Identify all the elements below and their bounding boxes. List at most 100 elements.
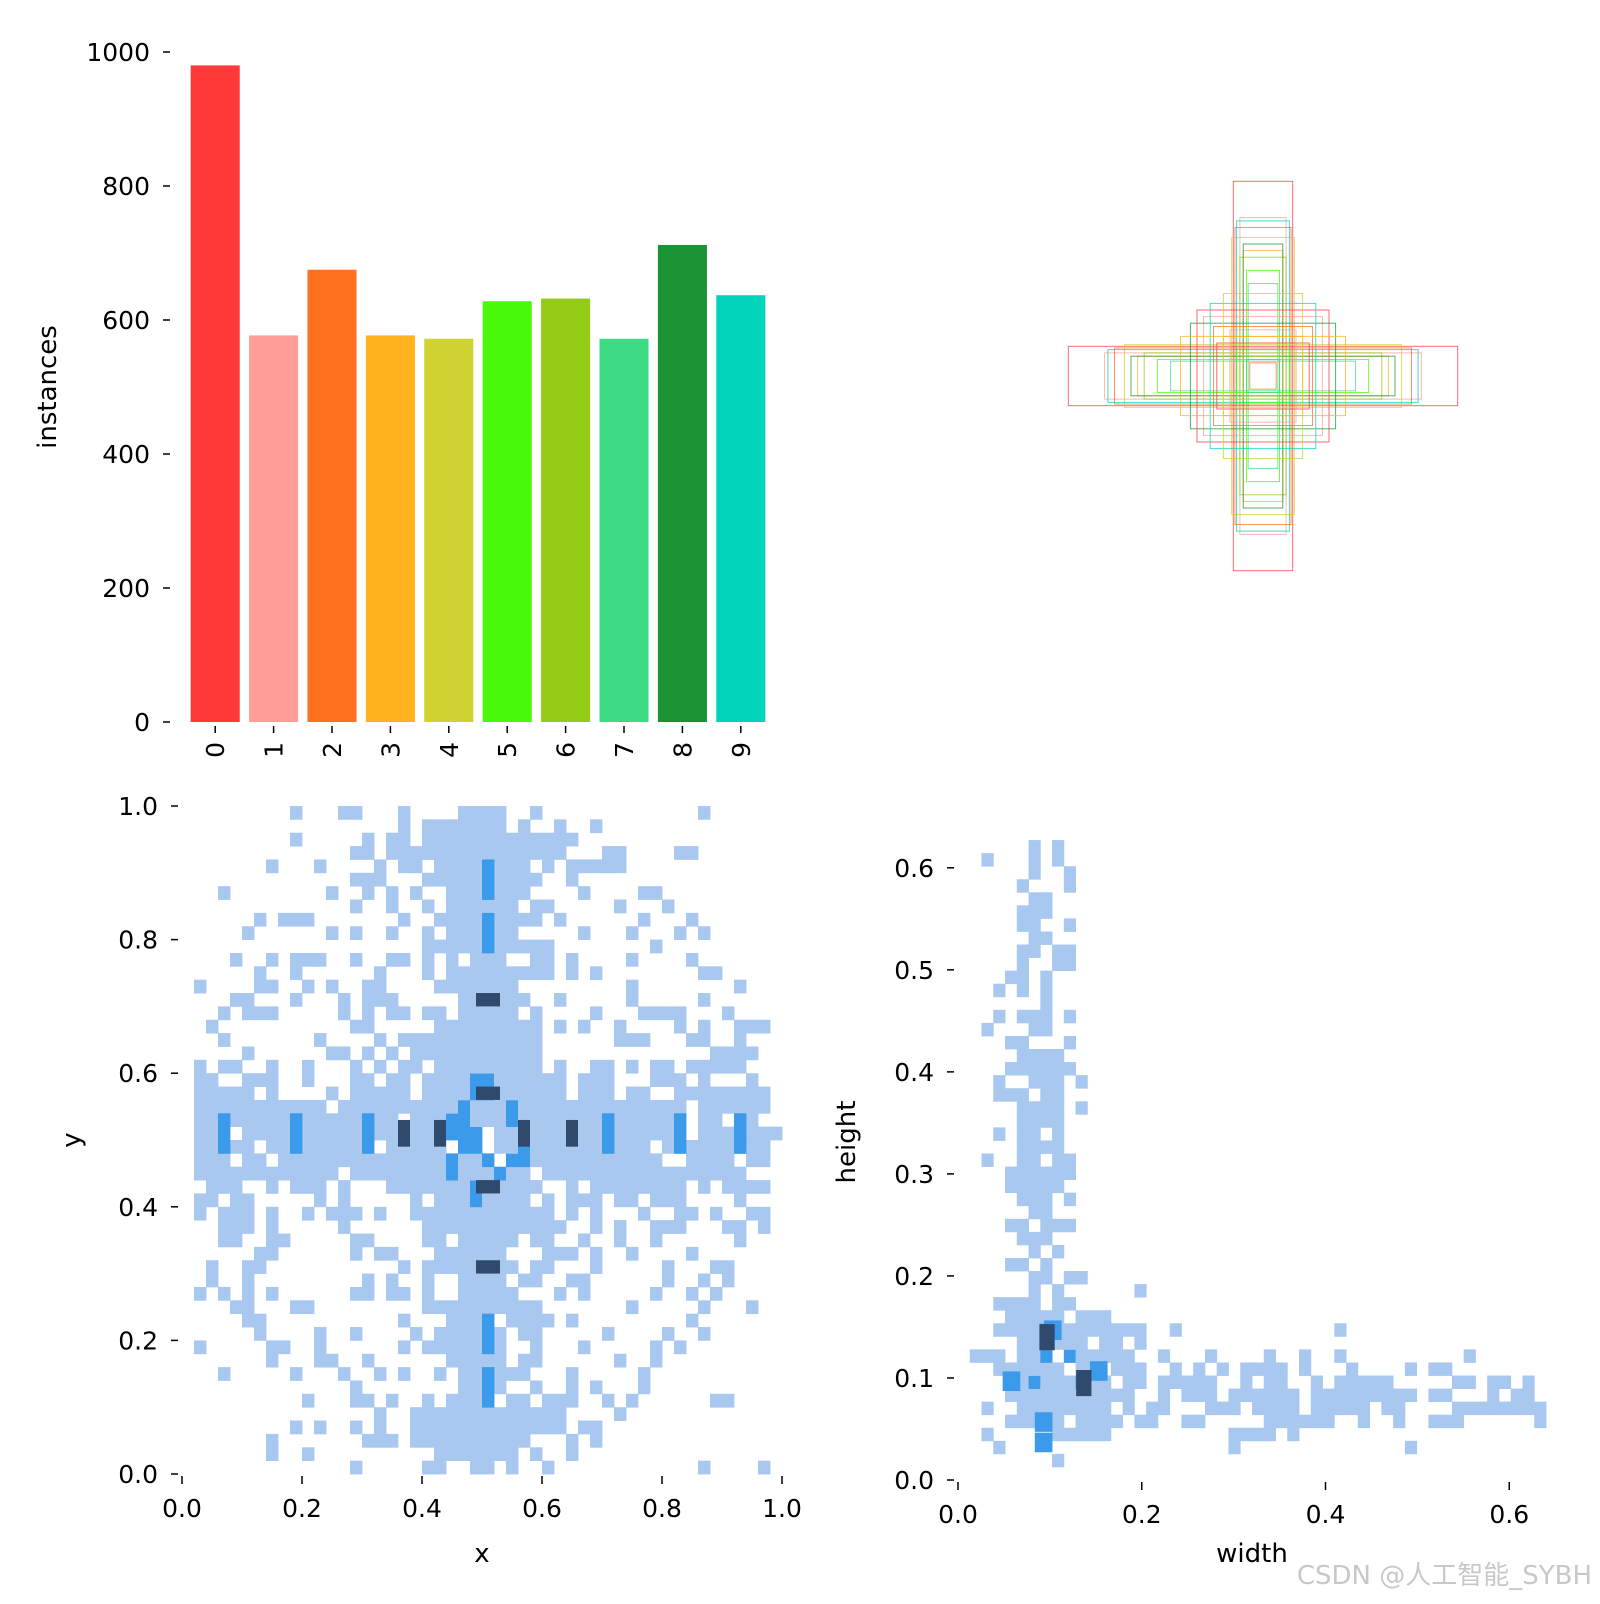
y-tick-label: 1.0 (118, 792, 158, 821)
heatmap-cell (194, 1073, 207, 1087)
heatmap-cell (206, 1019, 219, 1034)
heatmap-cell (446, 1407, 459, 1421)
heatmap-cell (1063, 1166, 1076, 1181)
y-tick-label: 0.3 (894, 1160, 934, 1189)
heatmap-cell (374, 1433, 387, 1448)
y-tick-label: 0 (134, 708, 150, 737)
heatmap-cell (530, 1380, 543, 1395)
heatmap-cell (1028, 1192, 1041, 1207)
heatmap-cell (1016, 983, 1029, 998)
heatmap-cell (1122, 1362, 1135, 1376)
heatmap-cell (602, 1099, 615, 1114)
heatmap-cell (290, 1126, 303, 1141)
heatmap-cell (350, 926, 363, 940)
heatmap-cell (1204, 1401, 1218, 1416)
heatmap-cell (1040, 1114, 1053, 1128)
heatmap-cell (506, 979, 519, 994)
heatmap-cell (1299, 1414, 1312, 1429)
heatmap-cell (614, 1233, 627, 1248)
heatmap-cell (530, 1313, 543, 1328)
heatmap-cell (314, 1353, 327, 1368)
heatmap-cell (518, 1327, 531, 1341)
heatmap-cell (422, 1033, 435, 1047)
heatmap-cell (602, 1073, 615, 1087)
heatmap-cell (470, 1033, 483, 1047)
heatmap-cell (446, 1300, 459, 1315)
heatmap-cell (470, 1460, 483, 1475)
heatmap-cell (410, 1206, 423, 1221)
heatmap-cell (1287, 1401, 1300, 1416)
heatmap-cell (218, 1220, 231, 1234)
heatmap-cell (506, 1099, 519, 1114)
heatmap-cell (734, 1019, 747, 1034)
heatmap-cell (326, 1126, 339, 1141)
heatmap-cell (614, 1166, 627, 1181)
heatmap-cell (710, 1286, 723, 1301)
heatmap-cell (494, 1433, 507, 1448)
heatmap-cell (518, 1353, 531, 1368)
heatmap-cell (218, 1206, 231, 1221)
heatmap-cell (482, 1099, 495, 1114)
heatmap-cell (1087, 1414, 1100, 1429)
heatmap-cell (1110, 1349, 1124, 1363)
heatmap-cell (374, 1099, 387, 1114)
heatmap-cell (1028, 905, 1041, 919)
heatmap-cell (302, 912, 315, 927)
heatmap-cell (362, 1153, 375, 1168)
heatmap-cell (422, 952, 435, 967)
heatmap-cell (1040, 892, 1053, 906)
heatmap-cell (494, 912, 507, 927)
heatmap-cell (686, 1153, 699, 1168)
heatmap-cell (494, 1367, 507, 1381)
x-tick-label: 0.4 (1306, 1500, 1346, 1529)
heatmap-cell (1005, 1088, 1018, 1102)
heatmap-cell (662, 1099, 675, 1114)
heatmap-cell (734, 1046, 747, 1061)
heatmap-cell (1052, 1127, 1065, 1141)
heatmap-cell (542, 859, 555, 874)
heatmap-cell (602, 846, 615, 860)
box-overlay-plot (1067, 180, 1459, 572)
heatmap-cell (554, 1246, 567, 1261)
heatmap-cell (1099, 1427, 1112, 1442)
heatmap-cell (734, 1059, 747, 1074)
heatmap-cell (1063, 1323, 1076, 1337)
heatmap-cell (218, 1113, 231, 1128)
heatmap-cell (1334, 1401, 1347, 1416)
heatmap-cell (554, 1140, 567, 1154)
heatmap-cell (993, 1297, 1006, 1311)
heatmap-cell (470, 952, 483, 967)
heatmap-cell (206, 1193, 219, 1208)
heatmap-cell (1052, 1140, 1065, 1154)
heatmap-cell (710, 1086, 723, 1101)
heatmap-cell (266, 1286, 279, 1301)
heatmap-cell (1287, 1427, 1300, 1442)
heatmap-cell (993, 983, 1006, 998)
heatmap-cell (993, 1088, 1006, 1102)
heatmap-cell (1451, 1414, 1465, 1429)
heatmap-cell (710, 1046, 723, 1061)
label-box (1209, 302, 1317, 450)
heatmap-cell (590, 1260, 603, 1274)
heatmap-cell (554, 1286, 567, 1301)
heatmap-cell (614, 1353, 627, 1368)
heatmap-cell (530, 1273, 543, 1288)
heatmap-cell (734, 1086, 747, 1101)
heatmap-cell (458, 1019, 471, 1034)
heatmap-cell (410, 846, 423, 860)
label-box (1189, 322, 1337, 430)
heatmap-cell (722, 1393, 735, 1408)
heatmap-cell (674, 1126, 687, 1141)
heatmap-cell (590, 966, 603, 981)
heatmap-cell (638, 1206, 651, 1221)
heatmap-cell (1005, 1414, 1018, 1429)
heatmap-cell (1040, 1062, 1053, 1076)
x-tick-label: 0.6 (1489, 1500, 1529, 1529)
heatmap-cell (482, 912, 495, 927)
heatmap-cell (530, 1153, 543, 1168)
heatmap-cell (506, 1073, 519, 1087)
heatmap-cell (1534, 1414, 1547, 1429)
heatmap-cell (254, 1113, 267, 1128)
heatmap-cell (1040, 1388, 1053, 1403)
heatmap-cell (1204, 1388, 1218, 1403)
